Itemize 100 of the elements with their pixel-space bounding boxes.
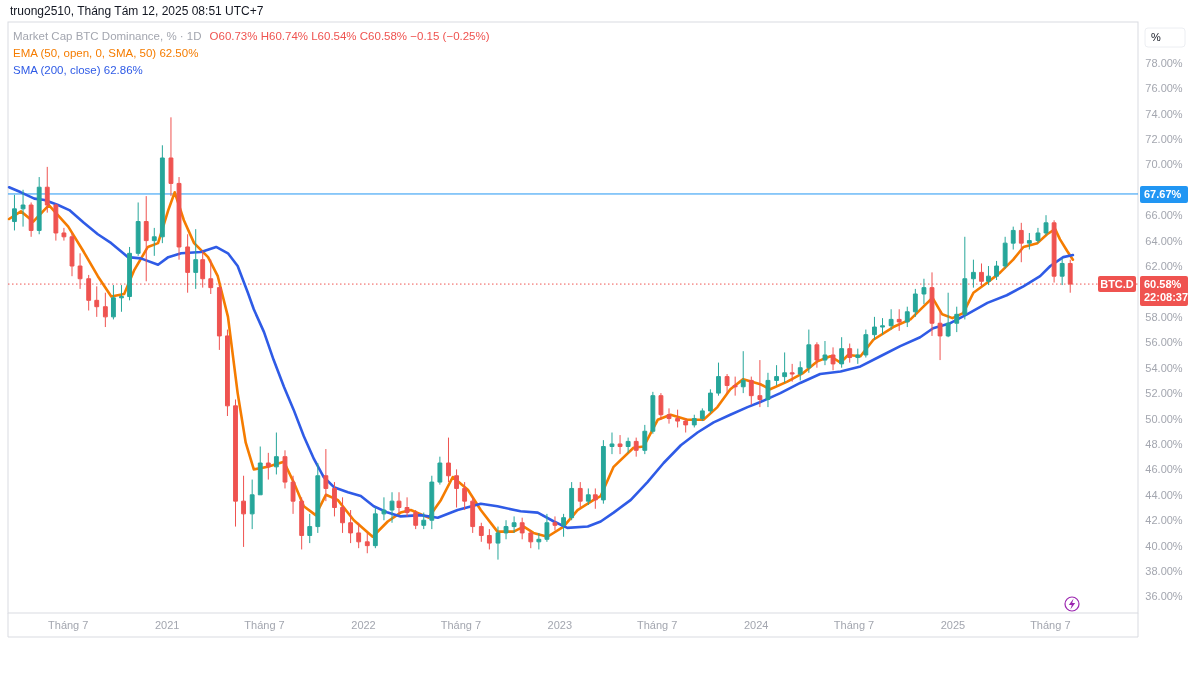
candlestick	[12, 194, 17, 231]
candlestick	[633, 437, 639, 458]
x-tick-label: 2021	[154, 619, 180, 631]
candlestick	[536, 532, 542, 550]
text: Market Cap BTC Dominance, % · 1D	[13, 30, 202, 42]
candlestick	[921, 278, 927, 305]
candlestick	[273, 432, 279, 475]
candlestick	[806, 329, 812, 374]
y-tick-label: 40.00%	[1145, 539, 1183, 552]
candlestick	[1059, 257, 1065, 286]
candlestick	[36, 176, 42, 235]
candlestick	[708, 388, 713, 414]
x-tick-label: 2024	[743, 619, 769, 631]
x-tick-label: Tháng 7	[48, 619, 89, 631]
candlestick	[765, 372, 771, 408]
candlestick	[28, 201, 34, 238]
y-tick-label: 70.00%	[1145, 158, 1183, 171]
candlestick	[716, 362, 721, 397]
candlestick	[609, 432, 615, 455]
y-tick-label: 58.00%	[1145, 310, 1183, 323]
candlestick	[356, 522, 362, 549]
text: BTC.D	[1100, 278, 1134, 291]
candlestick	[389, 491, 395, 524]
candlestick	[954, 306, 960, 333]
y-tick-label: 52.00%	[1145, 387, 1183, 400]
candlestick	[421, 512, 427, 530]
y-tick-label: 42.00%	[1145, 514, 1183, 527]
candlestick	[872, 316, 877, 341]
candlestick	[299, 496, 305, 550]
x-tick-label: 2025	[940, 619, 966, 631]
candlestick	[822, 340, 828, 366]
candlestick	[724, 373, 730, 394]
candlestick	[225, 329, 230, 417]
candlestick	[896, 308, 902, 332]
y-tick-label: 38.00%	[1145, 565, 1183, 578]
candlestick	[404, 496, 410, 517]
candlestick	[544, 513, 550, 543]
y-tick-label: 62.00%	[1145, 260, 1183, 273]
candlestick	[683, 418, 689, 434]
candlestick	[757, 359, 763, 408]
x-tick-label: Tháng 7	[244, 619, 285, 631]
candlestick	[1018, 222, 1024, 263]
candlestick	[69, 232, 75, 277]
candlestick	[102, 292, 108, 328]
candlestick	[740, 350, 746, 394]
candlestick	[110, 284, 116, 320]
candlestick	[1043, 214, 1049, 237]
ref-line-label: 60.58% 22:08:37	[1144, 278, 1189, 304]
candlestick	[592, 487, 598, 510]
candlestick	[600, 439, 606, 505]
candlestick	[847, 343, 853, 364]
text: EMA (50, open, 0, SMA, 50) 62.50%	[13, 47, 199, 59]
candlestick	[782, 351, 788, 384]
candlestick	[561, 513, 567, 538]
candlestick	[971, 259, 976, 289]
candlestick	[135, 201, 141, 257]
text: SMA (200, close) 62.86%	[13, 64, 143, 76]
candlestick	[1002, 236, 1008, 270]
candlestick	[159, 144, 165, 244]
x-tick-label: Tháng 7	[1030, 619, 1071, 631]
annotation: O60.73% H60.74% L60.54% C60.58% −0.15 (−0.25%)	[209, 30, 490, 42]
y-tick-label: 54.00%	[1145, 361, 1183, 374]
candlestick	[511, 515, 517, 534]
candlestick	[962, 236, 968, 320]
ref-line-label: 67.67%	[1144, 187, 1182, 200]
candlestick	[119, 284, 124, 313]
candlestick	[577, 481, 583, 509]
candlestick	[265, 452, 271, 481]
chart-title: truong2510, Tháng Tám 12, 2025 08:51 UTC+7	[10, 4, 264, 18]
x-tick-label: Tháng 7	[833, 619, 875, 631]
candlestick	[249, 479, 255, 530]
candlestick	[503, 519, 509, 540]
x-tick-label: 2023	[547, 619, 573, 631]
candlestick	[315, 462, 321, 534]
candlestick	[61, 227, 67, 242]
candlestick	[839, 336, 845, 369]
candlestick	[658, 392, 664, 421]
candlestick	[446, 437, 451, 483]
candlestick	[372, 507, 378, 549]
candlestick	[193, 228, 199, 290]
candlestick	[650, 391, 656, 435]
candlestick	[257, 446, 263, 496]
candlestick	[912, 288, 918, 318]
candlestick	[675, 409, 681, 428]
candlestick	[937, 310, 943, 361]
y-tick-label: 56.00%	[1145, 336, 1183, 349]
candlestick	[470, 496, 476, 534]
candlestick	[774, 364, 779, 386]
y-tick-label: 72.00%	[1145, 132, 1183, 145]
candlestick	[495, 526, 501, 561]
candlestick	[437, 456, 443, 486]
candlestick	[699, 407, 705, 422]
candlestick	[233, 398, 238, 528]
y-tick-label: 76.00%	[1145, 82, 1183, 95]
candlestick	[348, 509, 354, 544]
candlestick	[528, 529, 534, 549]
candlestick	[241, 475, 246, 548]
candlestick	[176, 176, 182, 261]
candlestick	[143, 195, 149, 282]
candlestick	[486, 528, 492, 550]
